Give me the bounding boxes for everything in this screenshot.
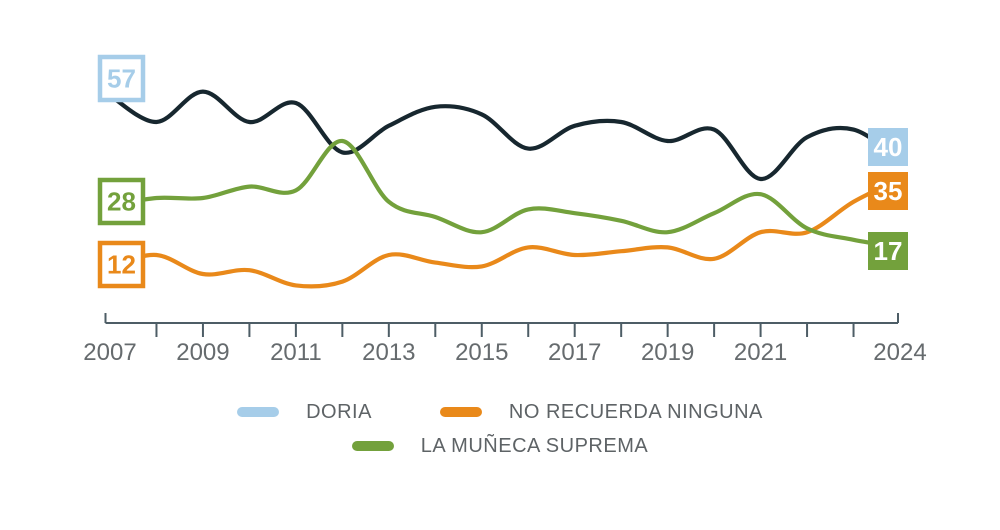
- x-tick-label: 2015: [455, 339, 508, 366]
- end-label-value-doria: 40: [874, 132, 903, 162]
- x-tick-label: 2021: [734, 339, 787, 366]
- legend-label-no-recuerda-ninguna: NO RECUERDA NINGUNA: [508, 401, 763, 423]
- x-tick-label: 2007: [83, 339, 136, 366]
- x-tick-label: 2019: [641, 339, 694, 366]
- end-label-box-doria: [868, 128, 908, 166]
- x-tick-label: 2017: [548, 339, 601, 366]
- start-label-value-la-mun-eca-suprema: 28: [107, 187, 136, 217]
- end-label-value-no-recuerda-ninguna: 35: [874, 176, 903, 206]
- start-label-box-no-recuerda-ninguna: [97, 240, 146, 289]
- legend-label-la-muneca-suprema: LA MUÑECA SUPREMA: [420, 435, 649, 457]
- start-label-box-doria: [97, 54, 146, 103]
- legend-swatch-no-recuerda-ninguna-icon: [439, 407, 482, 417]
- start-label-value-no-recuerda-ninguna: 12: [107, 250, 136, 280]
- legend-item-no-recuerda-ninguna: NO RECUERDA NINGUNA: [439, 401, 763, 423]
- x-tick-label: 2011: [270, 339, 322, 366]
- legend-swatch-doria-icon: [237, 407, 280, 417]
- series-line-la-mun-eca-suprema: [107, 138, 903, 250]
- start-label-box-la-mun-eca-suprema: [97, 177, 146, 226]
- x-tick-label: 2009: [176, 339, 229, 366]
- line-chart: 2007 2009 2011 2013 2015 2017 2019 2021 2024 57 40…: [83, 54, 927, 366]
- end-label-box-la-mun-eca-suprema: [868, 232, 908, 270]
- legend-row-1: DORIA NO RECUERDA NINGUNA: [237, 402, 763, 422]
- chart-legend: DORIA NO RECUERDA NINGUNA LA MUÑECA SUPR…: [0, 402, 1000, 456]
- end-label-box-no-recuerda-ninguna: [868, 172, 908, 210]
- start-label-value-doria: 57: [107, 64, 136, 94]
- legend-label-doria: DORIA: [306, 401, 372, 423]
- x-tick-label: 2024: [873, 339, 926, 366]
- end-label-value-la-mun-eca-suprema: 17: [874, 236, 903, 266]
- series-line-no-recuerda-ninguna: [107, 176, 903, 289]
- legend-row-2: LA MUÑECA SUPREMA: [351, 435, 649, 457]
- legend-item-la-muneca-suprema: LA MUÑECA SUPREMA: [351, 435, 649, 457]
- legend-swatch-la-muneca-suprema-icon: [351, 441, 394, 451]
- chart-canvas: 2007 2009 2011 2013 2015 2017 2019 2021 2024 57 40…: [83, 54, 927, 366]
- x-tick-label: 2013: [362, 339, 415, 366]
- legend-item-doria: DORIA: [237, 402, 372, 422]
- series-line-doria: [107, 89, 903, 182]
